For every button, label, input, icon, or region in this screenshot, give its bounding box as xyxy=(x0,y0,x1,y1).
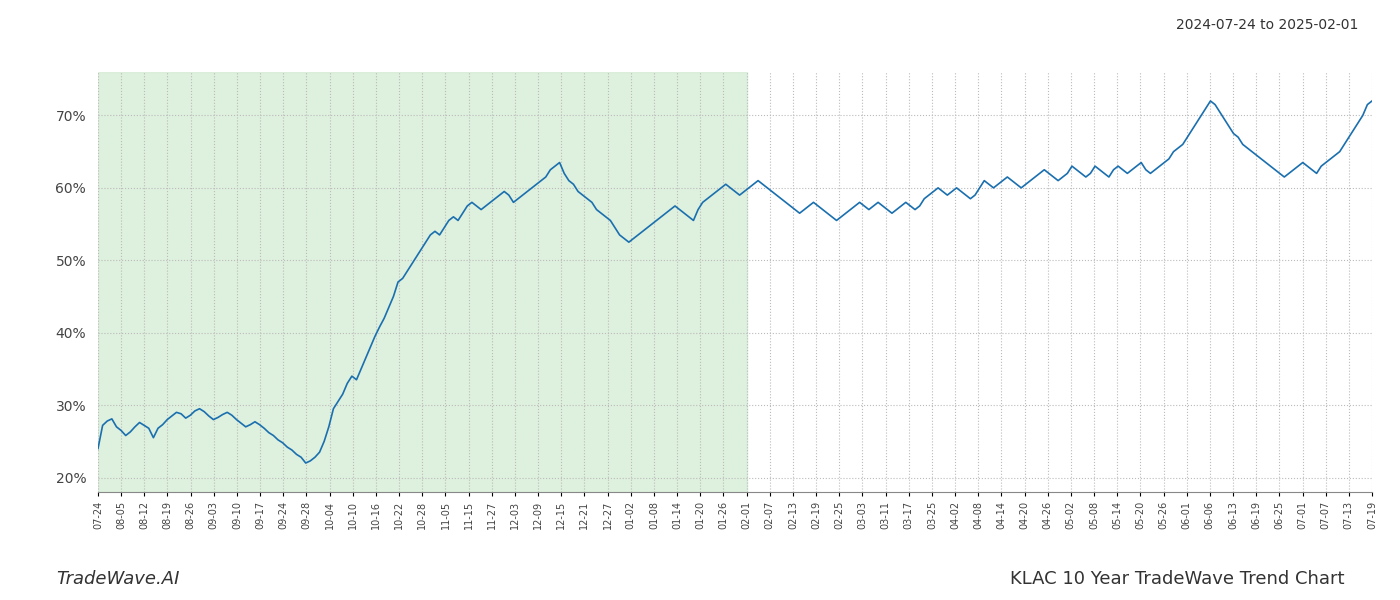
Text: KLAC 10 Year TradeWave Trend Chart: KLAC 10 Year TradeWave Trend Chart xyxy=(1009,570,1344,588)
Bar xyxy=(98,72,746,492)
Text: TradeWave.AI: TradeWave.AI xyxy=(56,570,179,588)
Text: 2024-07-24 to 2025-02-01: 2024-07-24 to 2025-02-01 xyxy=(1176,18,1358,32)
